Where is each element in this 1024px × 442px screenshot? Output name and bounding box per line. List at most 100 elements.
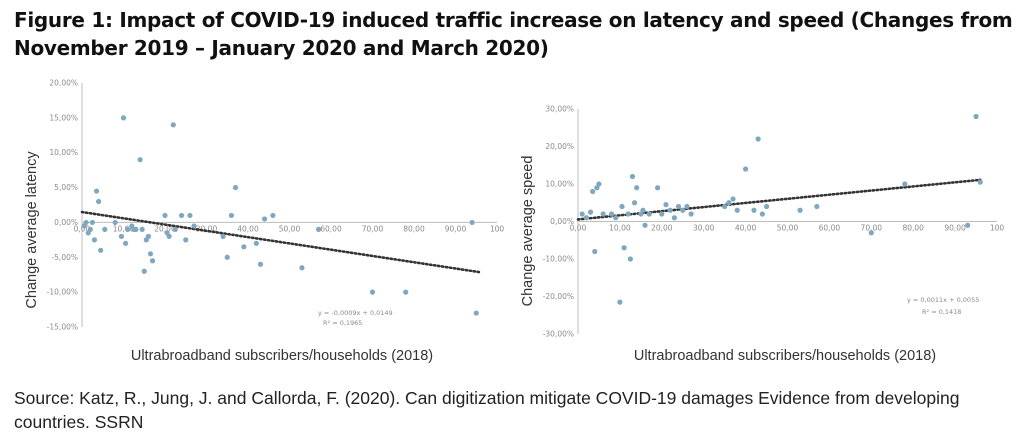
- right-data-point: [625, 211, 631, 217]
- right-x-tick-label: 50,00: [777, 224, 799, 233]
- right-data-point: [587, 209, 594, 215]
- right-x-tick-label: 80,00: [902, 224, 924, 233]
- right-y-tick-label: -20,00%: [543, 292, 574, 301]
- right-data-point: [634, 185, 640, 191]
- right-y-tick-label: 0,00%: [550, 217, 574, 226]
- left-x-tick-label: 80,00: [403, 224, 425, 233]
- right-y-tick-label: 30,00%: [545, 105, 574, 114]
- left-x-tick-label: 10,00: [113, 224, 135, 233]
- left-data-point: [96, 198, 102, 205]
- right-data-point: [797, 207, 803, 213]
- right-x-tick-label: 70,00: [861, 224, 883, 233]
- left-data-point: [89, 219, 95, 226]
- left-y-tick-label: 0,00%: [54, 218, 78, 227]
- left-x-tick-label: 20,00: [154, 224, 176, 233]
- right-data-point: [751, 207, 757, 213]
- left-data-point: [172, 226, 178, 232]
- right-data-point: [688, 211, 694, 217]
- left-data-point: [299, 265, 305, 271]
- left-trend-equation: y = -0,0009x + 0,0149: [318, 309, 393, 317]
- right-data-point: [579, 211, 585, 217]
- left-data-point: [87, 226, 93, 232]
- left-data-point: [241, 244, 247, 250]
- right-data-point: [965, 222, 971, 228]
- right-data-point: [667, 207, 673, 213]
- right-x-axis-label: Ultrabroadband subscribers/households (2…: [634, 348, 936, 364]
- left-data-point: [141, 268, 147, 274]
- left-data-point: [120, 115, 127, 121]
- left-data-point: [469, 219, 475, 226]
- left-data-point: [257, 261, 264, 267]
- right-data-point: [655, 185, 661, 191]
- left-x-tick-label: 90,00: [445, 224, 467, 233]
- left-data-point: [220, 233, 226, 239]
- right-x-tick-label: 30,00: [693, 224, 715, 233]
- left-data-point: [183, 237, 189, 243]
- right-data-point: [629, 173, 636, 180]
- right-data-point: [763, 203, 770, 210]
- left-data-point: [224, 254, 230, 260]
- right-x-tick-label: 0,00: [570, 224, 587, 233]
- left-x-axis-label: Ultrabroadband subscribers/households (2…: [131, 348, 433, 364]
- left-trend-r2: R² = 0,1965: [323, 319, 362, 327]
- left-data-point: [228, 212, 234, 219]
- right-data-point: [596, 181, 602, 187]
- left-data-point: [403, 289, 409, 295]
- right-data-point: [617, 299, 623, 305]
- right-y-tick-label: -30,00%: [543, 330, 574, 339]
- figure-title: Figure 1: Impact of COVID-19 induced tra…: [14, 8, 1013, 60]
- right-data-point: [627, 256, 633, 262]
- right-data-point: [675, 203, 682, 210]
- left-x-tick-label: 30,00: [196, 224, 218, 233]
- right-y-tick-label: 20,00%: [545, 142, 574, 151]
- left-data-point: [191, 223, 197, 229]
- left-data-point: [253, 240, 259, 246]
- left-data-point: [102, 226, 108, 232]
- right-trendline: [576, 178, 982, 221]
- left-x-tick-label: 60,00: [320, 224, 342, 233]
- left-data-point: [179, 212, 185, 219]
- right-data-point: [973, 113, 979, 120]
- right-data-point: [734, 207, 740, 213]
- left-data-point: [137, 157, 143, 163]
- right-data-point: [621, 245, 627, 251]
- left-data-point: [262, 216, 268, 222]
- left-data-point: [93, 188, 100, 194]
- right-data-point: [608, 211, 615, 217]
- left-y-tick-label: 20,00%: [49, 79, 78, 88]
- right-data-point: [671, 215, 677, 221]
- latency-scatter-chart: 20,00% 15,00% 10,00% 5,00% 0,00% -5,00% -10,00…: [24, 79, 505, 365]
- left-y-tick-label: 5,00%: [54, 183, 78, 192]
- left-trendline: [80, 210, 482, 274]
- right-data-point: [583, 215, 589, 221]
- left-data-point: [369, 289, 376, 295]
- right-x-tick-label: 90,00: [944, 224, 966, 233]
- right-data-point: [631, 200, 638, 206]
- right-x-tick-label: 20,00: [651, 224, 673, 233]
- left-x-tick-label: 0,00: [74, 224, 91, 233]
- left-data-point: [83, 219, 89, 226]
- right-data-point: [600, 211, 606, 217]
- right-data-point: [613, 215, 619, 221]
- left-data-point: [91, 237, 98, 243]
- left-y-tick-label: -5,00%: [51, 253, 78, 262]
- source-citation: Source: Katz, R., Jung, J. and Callorda,…: [14, 388, 960, 432]
- left-data-point: [145, 233, 151, 239]
- left-x-tick-label: 50,00: [279, 224, 301, 233]
- right-data-point: [642, 222, 648, 228]
- left-x-tick-label: 100: [490, 224, 505, 233]
- left-data-point: [270, 212, 276, 219]
- right-y-axis-label: Change average speed: [520, 156, 536, 307]
- left-data-point: [133, 226, 139, 232]
- right-x-tick-label: 10,00: [609, 224, 631, 233]
- right-y-tick-label: -10,00%: [543, 255, 574, 264]
- left-data-point: [147, 251, 154, 257]
- right-data-point: [977, 179, 983, 185]
- right-data-point: [590, 188, 596, 195]
- right-data-point: [868, 230, 874, 236]
- right-y-tick-label: 10,00%: [545, 180, 574, 189]
- left-data-point: [315, 226, 322, 232]
- speed-scatter-chart: 30,00% 20,00% 10,00% 0,00% -10,00% -20,00% -30…: [520, 105, 1004, 365]
- left-data-point: [166, 233, 172, 239]
- left-x-tick-label: 70,00: [362, 224, 384, 233]
